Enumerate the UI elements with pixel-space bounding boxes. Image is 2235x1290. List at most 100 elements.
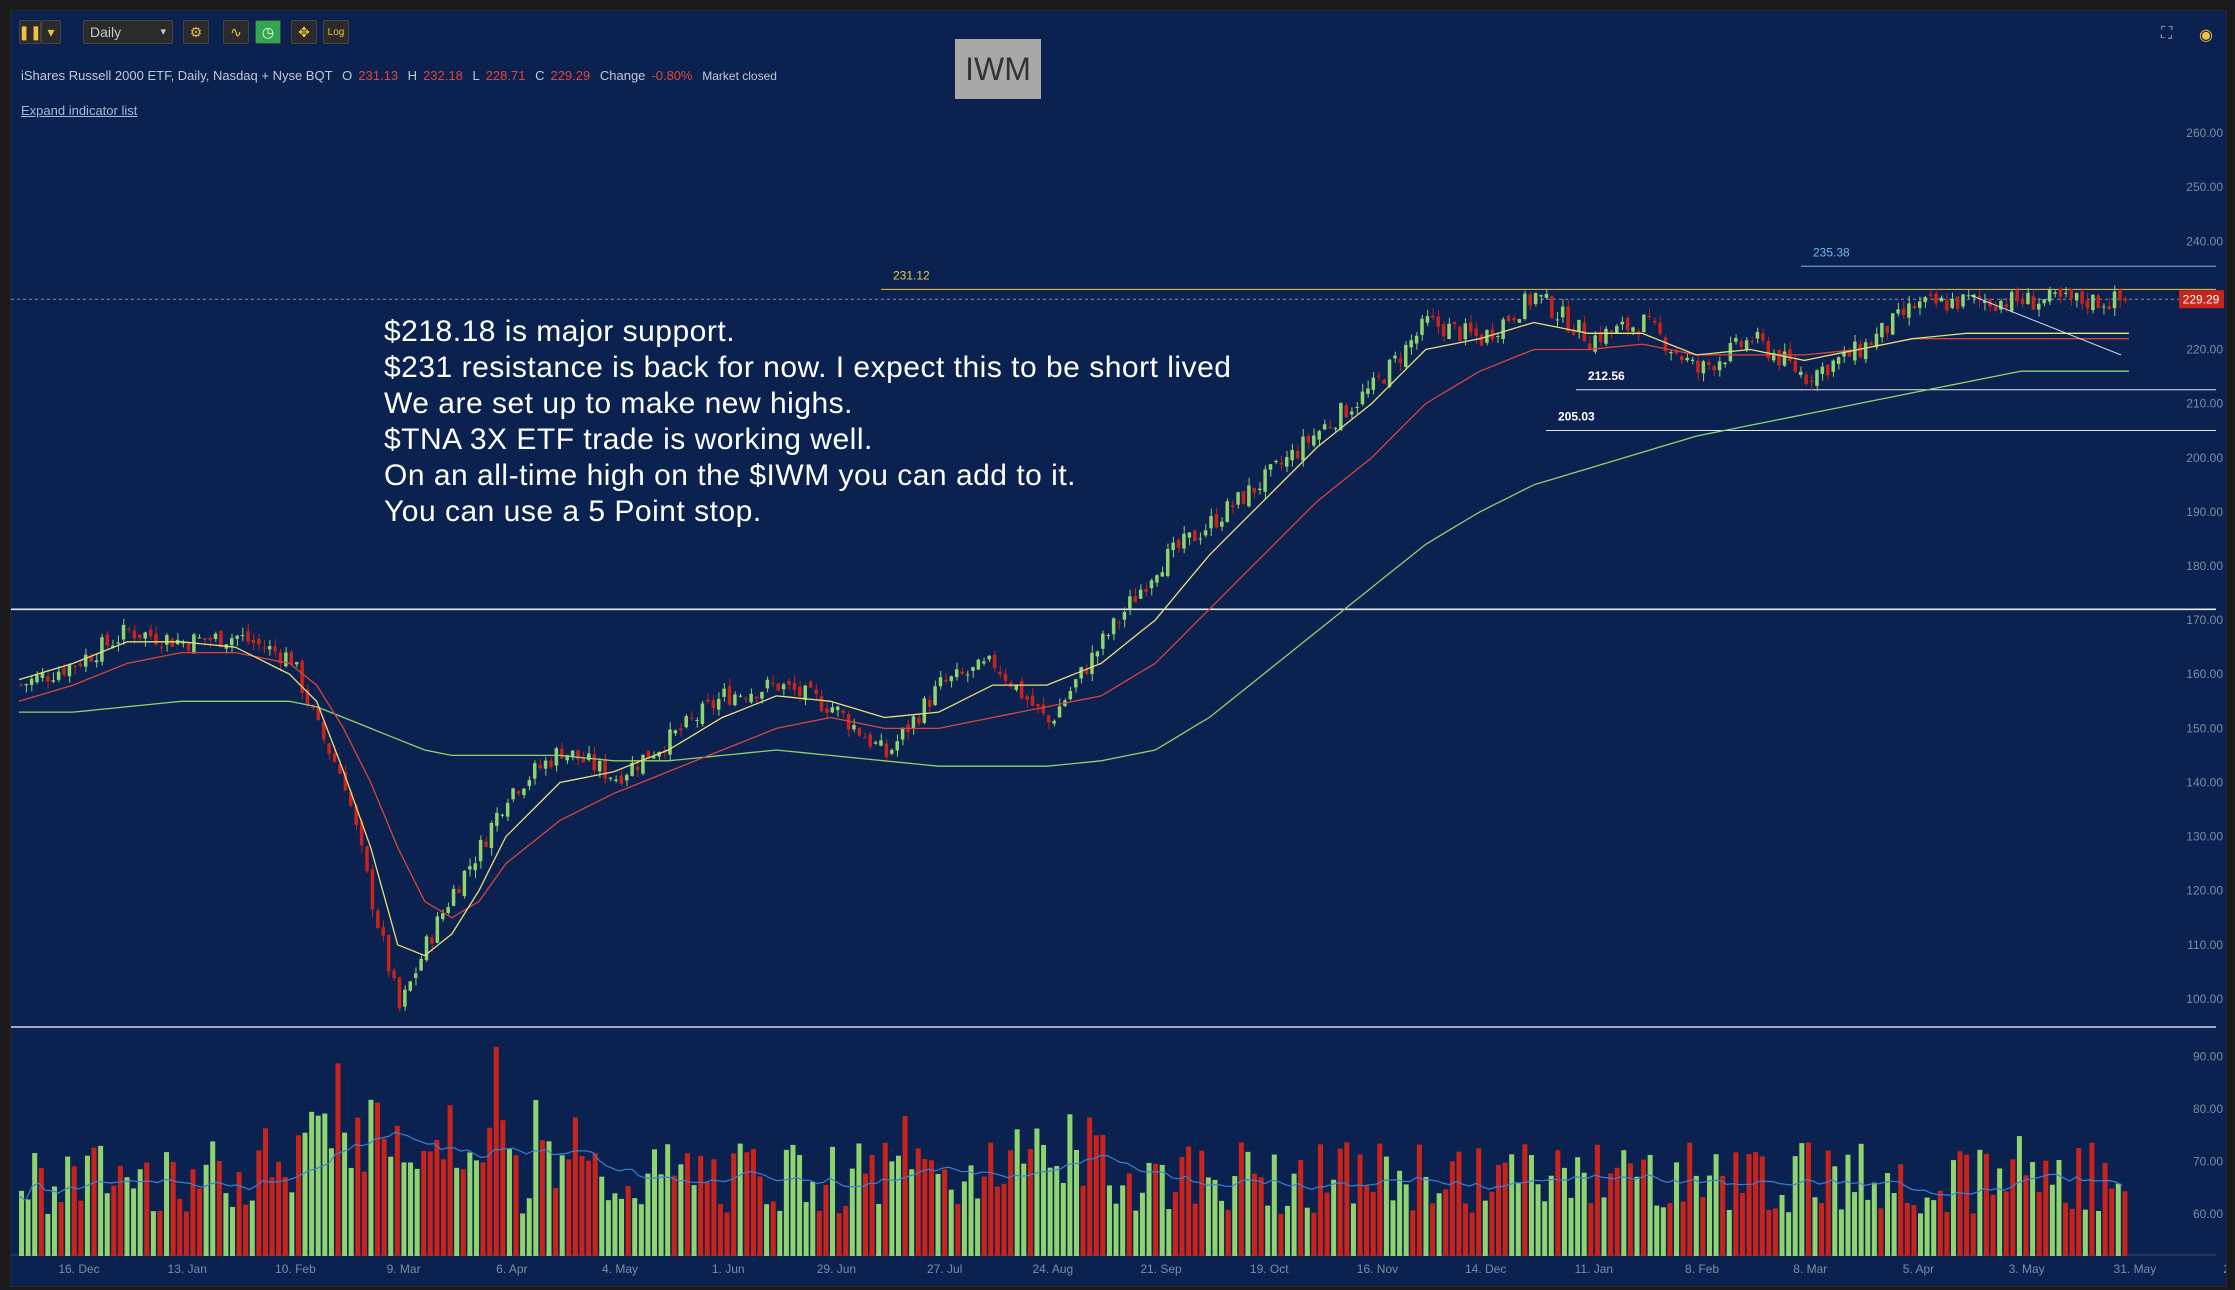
volume-bar xyxy=(467,1152,473,1256)
candle-body xyxy=(1160,572,1165,577)
candle-body xyxy=(1295,451,1300,459)
candle-body xyxy=(1187,532,1192,538)
volume-bar xyxy=(1291,1173,1297,1256)
candle-body xyxy=(1961,294,1965,307)
volume-bar xyxy=(1120,1185,1126,1256)
candle-body xyxy=(1225,501,1229,522)
time-tick-label: 8. Feb xyxy=(1685,1262,1719,1276)
candle-body xyxy=(462,870,467,897)
change-value: -0.80% xyxy=(651,68,693,83)
volume-bar xyxy=(460,1169,466,1256)
volume-bar xyxy=(783,1149,789,1256)
volume-bar xyxy=(302,1132,308,1256)
candle-body xyxy=(1128,596,1132,609)
volume-bar xyxy=(421,1150,427,1256)
volume-bar xyxy=(322,1113,328,1256)
candle-body xyxy=(1133,596,1138,603)
candle-body xyxy=(386,935,391,972)
volume-bar xyxy=(2102,1162,2108,1256)
volume-bar xyxy=(731,1153,737,1256)
candle-body xyxy=(532,763,537,779)
clock-icon[interactable]: ◷ xyxy=(255,20,281,44)
candle-body xyxy=(1436,316,1440,327)
compare-icon[interactable]: ✥ xyxy=(291,20,317,44)
candle-body xyxy=(56,671,61,680)
ticker-box: IWM xyxy=(955,39,1041,99)
candle-body xyxy=(1972,294,1976,298)
candle-body xyxy=(1512,317,1516,321)
candle-body xyxy=(1826,364,1830,376)
candle-body xyxy=(2042,299,2046,304)
candle-body xyxy=(1793,360,1798,372)
volume-bar xyxy=(368,1099,374,1256)
candle-body xyxy=(938,677,943,687)
volume-bar xyxy=(1588,1203,1594,1256)
volume-bar xyxy=(625,1186,631,1256)
volume-bar xyxy=(1647,1154,1653,1256)
volume-bar xyxy=(533,1100,539,1256)
open-label: O xyxy=(342,68,353,83)
candle-body xyxy=(35,675,39,683)
chevron-down-icon[interactable]: ▾ xyxy=(41,20,61,44)
candle-body xyxy=(1560,306,1565,318)
volume-bar xyxy=(1838,1209,1844,1256)
indicator-icon[interactable]: ∿ xyxy=(223,20,249,44)
volume-bar xyxy=(1219,1200,1225,1256)
volume-bar xyxy=(1957,1151,1963,1256)
volume-bar xyxy=(19,1190,24,1256)
candle-body xyxy=(538,765,542,769)
volume-bar xyxy=(704,1181,710,1256)
candle-body xyxy=(922,698,927,723)
volume-bar xyxy=(1772,1208,1778,1256)
volume-bar xyxy=(2115,1183,2121,1256)
candle-body xyxy=(1890,313,1895,335)
candle-body xyxy=(1149,580,1154,589)
volume-bar xyxy=(790,1144,796,1256)
last-price-label: 229.29 xyxy=(2183,292,2220,306)
volume-tick-label: 90.00 xyxy=(2193,1050,2223,1064)
candle-body xyxy=(1863,342,1868,360)
volume-bar xyxy=(750,1149,756,1256)
candle-body xyxy=(1252,487,1257,493)
candle-body xyxy=(570,750,575,757)
expand-indicator-link[interactable]: Expand indicator list xyxy=(21,103,138,118)
volume-bar xyxy=(2082,1209,2088,1256)
candle-body xyxy=(1734,338,1738,342)
volume-bar xyxy=(1542,1201,1548,1256)
candle-body xyxy=(376,910,380,929)
fullscreen-icon[interactable]: ⛶ xyxy=(2161,25,2173,42)
candle-body xyxy=(1279,462,1284,465)
log-icon[interactable]: Log xyxy=(323,20,349,44)
volume-bar xyxy=(876,1203,882,1256)
price-chart[interactable]: 260.00250.00240.00230.00220.00210.00200.… xyxy=(11,11,2226,1286)
candle-body xyxy=(982,661,986,664)
candle-body xyxy=(2058,288,2063,297)
volume-bar xyxy=(1950,1160,1956,1256)
candle-body xyxy=(1831,360,1835,372)
candle-body xyxy=(1506,315,1511,321)
candle-body xyxy=(1663,337,1668,352)
volume-bar xyxy=(315,1115,321,1256)
bars-icon[interactable]: ❚❚ xyxy=(18,20,42,44)
volume-bar xyxy=(539,1140,545,1256)
price-tick-label: 190.00 xyxy=(2186,505,2223,519)
gear-icon[interactable]: ⚙ xyxy=(183,20,209,44)
candle-body xyxy=(1966,295,1971,297)
volume-bar xyxy=(32,1153,38,1256)
interval-select[interactable]: Daily ▾ xyxy=(83,20,173,44)
volume-bar xyxy=(1858,1143,1864,1256)
camera-icon[interactable]: ◉ xyxy=(2199,27,2213,44)
volume-bar xyxy=(441,1159,446,1256)
candle-body xyxy=(181,641,185,644)
candle-body xyxy=(1371,377,1376,390)
candle-body xyxy=(294,662,299,665)
volume-bar xyxy=(711,1159,717,1256)
candle-body xyxy=(1479,334,1484,346)
candle-body xyxy=(1939,297,1944,302)
candle-body xyxy=(1355,406,1359,408)
volume-bar xyxy=(197,1188,203,1256)
volume-bar xyxy=(1047,1167,1053,1256)
volume-bar xyxy=(1898,1164,1904,1256)
candle-body xyxy=(457,888,461,893)
volume-bar xyxy=(1383,1156,1389,1256)
